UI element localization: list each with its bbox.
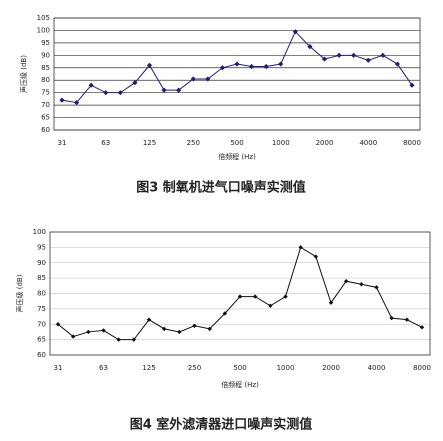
data-point [88, 82, 94, 88]
data-point [161, 87, 167, 93]
data-point [409, 82, 415, 88]
x-tick-label: 125 [142, 364, 155, 372]
data-point [207, 326, 212, 332]
chart-caption: 图4 室外滤清器进口噪声实测值 [130, 417, 313, 433]
y-tick-label: 65 [37, 336, 46, 344]
data-point [419, 325, 425, 330]
x-axis-title: 倍频程 (Hz) [221, 380, 259, 389]
data-point [359, 282, 364, 287]
data-point [116, 337, 121, 342]
x-tick-label: 4000 [359, 139, 377, 147]
data-point [268, 303, 273, 308]
y-tick-label: 85 [41, 64, 50, 72]
data-point [336, 52, 342, 58]
data-point [278, 61, 284, 67]
x-tick-label: 31 [54, 364, 63, 372]
data-point [192, 323, 197, 328]
x-tick-label: 125 [143, 139, 156, 147]
data-point [263, 63, 269, 70]
y-axis-title: 声压级 (dB) [15, 274, 24, 312]
data-point [103, 90, 109, 96]
y-tick-label: 80 [37, 290, 46, 298]
data-point [374, 285, 379, 290]
data-point [205, 76, 211, 82]
plot-frame [49, 231, 431, 356]
data-point [298, 245, 303, 250]
data-point [404, 317, 410, 322]
data-point [351, 52, 357, 58]
y-tick-label: 95 [37, 243, 46, 251]
y-tick-label: 80 [41, 76, 50, 84]
x-tick-label: 63 [99, 364, 108, 372]
data-line [61, 30, 413, 104]
x-tick-label: 1000 [277, 364, 295, 372]
x-axis-title: 倍频程 (Hz) [218, 152, 256, 161]
data-point [237, 294, 243, 299]
data-point [101, 328, 106, 333]
data-point [365, 57, 371, 63]
x-tick-label: 2000 [316, 139, 334, 147]
x-tick-label: 1000 [272, 139, 290, 147]
data-point [321, 56, 328, 62]
data-point [292, 29, 298, 35]
data-point [328, 300, 334, 305]
y-tick-label: 75 [37, 305, 46, 313]
x-tick-label: 8000 [413, 364, 431, 372]
y-tick-label: 60 [41, 126, 50, 134]
data-point [146, 317, 152, 322]
y-tick-label: 60 [37, 351, 46, 359]
y-tick-label: 90 [41, 51, 50, 59]
data-point [86, 329, 91, 335]
data-point [252, 294, 258, 299]
data-point [343, 279, 349, 284]
data-point [117, 90, 123, 96]
y-tick-label: 70 [41, 101, 50, 109]
data-point [313, 254, 319, 259]
y-tick-label: 105 [37, 14, 50, 22]
data-point [55, 322, 61, 327]
data-point [222, 311, 228, 316]
y-axis-title: 声压级 (dB) [19, 55, 28, 93]
data-point [219, 65, 226, 71]
y-tick-label: 90 [37, 259, 46, 267]
x-tick-label: 2000 [322, 364, 340, 372]
y-tick-label: 75 [41, 89, 50, 97]
data-point [394, 61, 401, 67]
data-point [190, 76, 196, 82]
y-tick-label: 65 [41, 114, 50, 122]
x-tick-label: 250 [188, 364, 201, 372]
y-tick-label: 70 [37, 320, 46, 328]
y-tick-label: 95 [41, 39, 50, 47]
chart-caption: 图3 制氧机进气口噪声实测值 [136, 180, 306, 196]
x-tick-label: 4000 [368, 364, 386, 372]
data-point [283, 294, 288, 299]
data-point [161, 326, 167, 332]
data-point [70, 334, 76, 339]
y-tick-label: 100 [33, 228, 46, 236]
data-point [307, 44, 313, 50]
data-point [131, 337, 137, 342]
y-tick-label: 85 [37, 274, 46, 282]
x-tick-label: 500 [230, 139, 243, 147]
data-point [132, 80, 138, 86]
data-point [59, 97, 65, 103]
x-tick-label: 8000 [403, 139, 421, 147]
plot-frame [53, 17, 421, 131]
y-tick-label: 100 [37, 26, 50, 34]
data-point [146, 62, 153, 68]
data-point [73, 100, 80, 106]
data-point [234, 61, 240, 67]
data-point [177, 329, 182, 335]
x-tick-label: 63 [101, 139, 110, 147]
data-point [248, 63, 255, 70]
x-tick-label: 31 [58, 139, 67, 147]
data-point [380, 52, 386, 58]
data-point [176, 87, 182, 93]
data-point [389, 315, 394, 321]
x-tick-label: 500 [233, 364, 246, 372]
x-tick-label: 250 [187, 139, 200, 147]
